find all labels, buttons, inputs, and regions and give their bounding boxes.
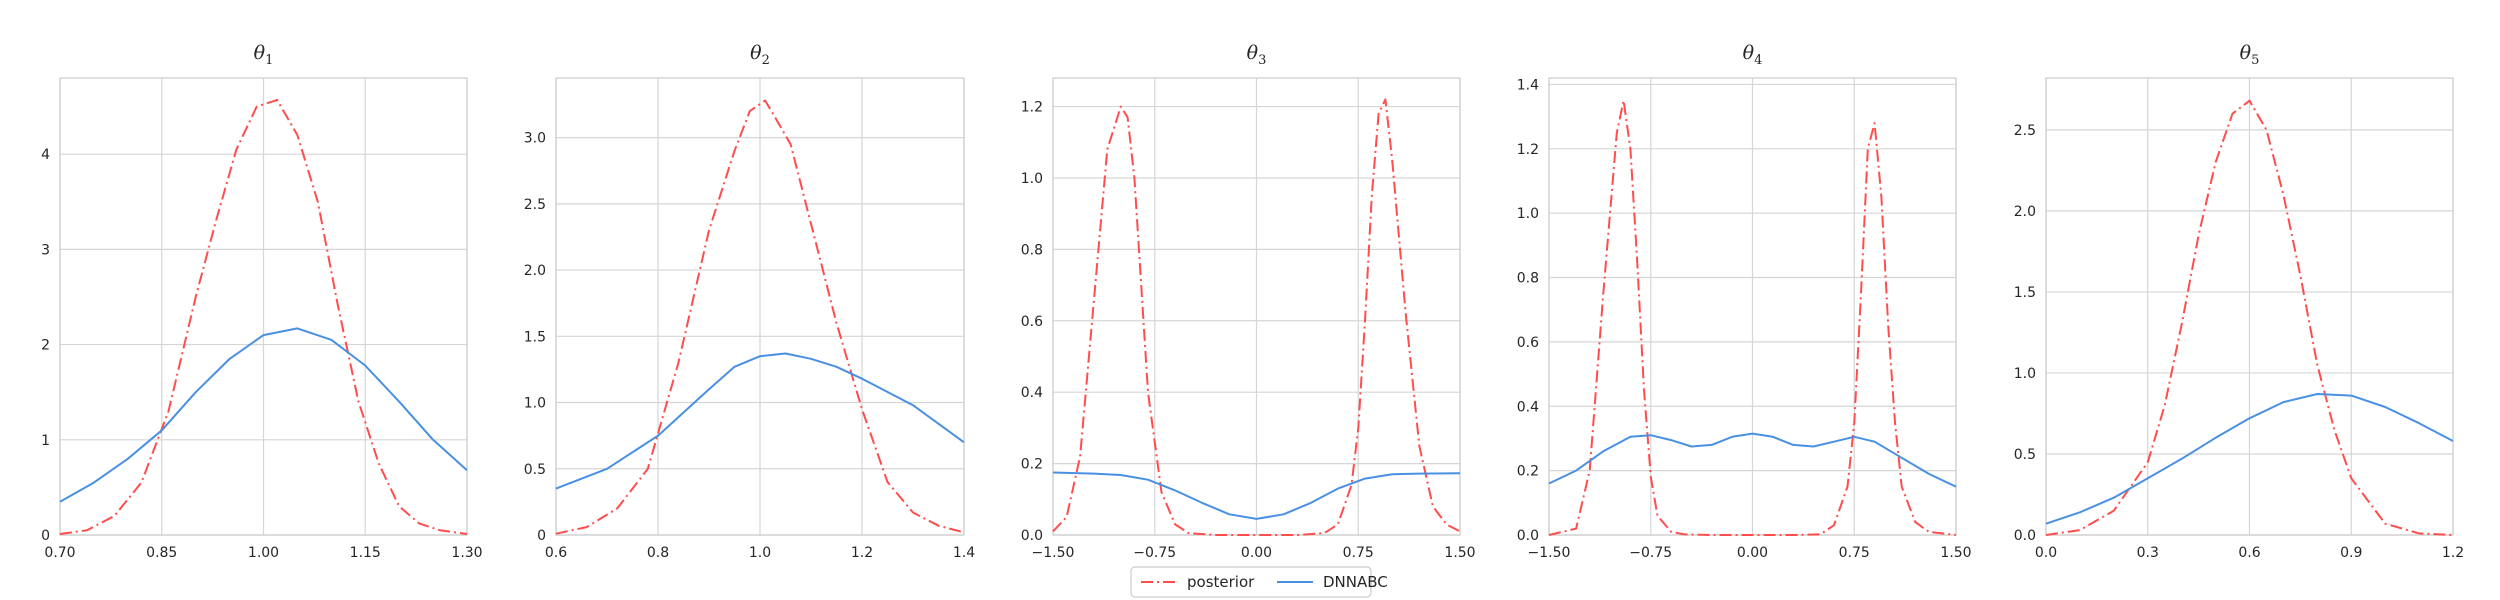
x-tick-label: 0.6 bbox=[2238, 545, 2260, 561]
y-tick-label: 1.2 bbox=[1021, 100, 1043, 116]
x-tick-label: 0.85 bbox=[146, 545, 177, 561]
subplot-4: −1.50 −0.75 0.00 0.75 1.50 0.0 0.2 0.4 0.6 0.8 1.0… bbox=[1517, 42, 1972, 561]
x-tick-label: 1.2 bbox=[851, 545, 873, 561]
title-base: θ bbox=[2240, 42, 2252, 64]
y-tick-label: 0.2 bbox=[1517, 464, 1539, 480]
y-tick-label: 0.4 bbox=[1021, 385, 1043, 401]
x-tick-label: 0.0 bbox=[2035, 545, 2057, 561]
x-tick-label: −1.50 bbox=[1032, 545, 1075, 561]
y-tick-label: 1.0 bbox=[524, 396, 546, 412]
x-tick-label: 0.3 bbox=[2137, 545, 2159, 561]
y-tick-label: 3.0 bbox=[524, 131, 546, 147]
series-line-posterior bbox=[2045, 99, 2454, 536]
subplot-title: θ4 bbox=[1743, 42, 1763, 68]
y-tick-label: 3 bbox=[41, 242, 50, 258]
plot-frame bbox=[1052, 77, 1461, 536]
series-line-posterior bbox=[1548, 99, 1957, 536]
y-tick-label: 0.0 bbox=[1021, 528, 1043, 544]
x-tick-label: 0.00 bbox=[1241, 545, 1272, 561]
series-line-dnnabc bbox=[1548, 432, 1957, 488]
y-tick-label: 4 bbox=[41, 147, 50, 163]
x-tick-label: 1.4 bbox=[953, 545, 975, 561]
x-tick-label: 0.8 bbox=[647, 545, 669, 561]
x-tick-label: 1.00 bbox=[248, 545, 279, 561]
x-tick-label: 1.30 bbox=[451, 545, 482, 561]
subplot-5: 0.0 0.3 0.6 0.9 1.2 0.0 0.5 1.0 1.5 2.0 2.5 θ5 bbox=[2014, 42, 2464, 561]
y-tick-label: 0.6 bbox=[1021, 314, 1043, 330]
y-tick-label: 0.0 bbox=[2014, 528, 2036, 544]
y-tick-label: 2.5 bbox=[2014, 123, 2036, 139]
title-base: θ bbox=[1247, 42, 1259, 64]
legend-label: DNNABC bbox=[1323, 573, 1388, 591]
x-tick-label: 1.2 bbox=[2442, 545, 2464, 561]
title-subscript: 2 bbox=[762, 53, 770, 68]
series-line-dnnabc bbox=[2045, 393, 2454, 525]
y-tick-label: 2.0 bbox=[2014, 204, 2036, 220]
legend-label: posterior bbox=[1187, 573, 1255, 591]
series-line-posterior bbox=[59, 98, 468, 535]
title-base: θ bbox=[750, 42, 762, 64]
series-line-dnnabc bbox=[1052, 471, 1461, 520]
subplot-3: −1.50 −0.75 0.00 0.75 1.50 0.0 0.2 0.4 0.6 0.8 1.0… bbox=[1021, 42, 1476, 561]
title-subscript: 5 bbox=[2251, 53, 2259, 68]
x-tick-label: 0.75 bbox=[1343, 545, 1374, 561]
x-tick-label: 0.00 bbox=[1737, 545, 1768, 561]
y-tick-label: 0.5 bbox=[524, 462, 546, 478]
y-tick-label: 0.6 bbox=[1517, 335, 1539, 351]
y-tick-label: 0.4 bbox=[1517, 399, 1539, 415]
series-line-dnnabc bbox=[59, 327, 468, 503]
x-tick-label: 1.50 bbox=[1940, 545, 1971, 561]
subplot-title: θ5 bbox=[2240, 42, 2260, 68]
title-base: θ bbox=[254, 42, 266, 64]
series-line-posterior bbox=[1052, 98, 1461, 536]
y-tick-label: 1 bbox=[41, 433, 50, 449]
x-tick-label: −0.75 bbox=[1133, 545, 1176, 561]
y-tick-label: 1.5 bbox=[524, 329, 546, 345]
y-tick-label: 1.4 bbox=[1517, 77, 1539, 93]
y-tick-label: 2.5 bbox=[524, 197, 546, 213]
x-tick-label: 1.50 bbox=[1444, 545, 1475, 561]
y-tick-label: 0 bbox=[41, 528, 50, 544]
x-tick-label: 0.70 bbox=[44, 545, 75, 561]
y-tick-label: 0 bbox=[537, 528, 546, 544]
subplot-title: θ1 bbox=[254, 42, 274, 68]
y-tick-label: 1.0 bbox=[2014, 366, 2036, 382]
legend: posterior DNNABC bbox=[1130, 566, 1388, 598]
subplot-2: 0.6 0.8 1.0 1.2 1.4 0 0.5 1.0 1.5 2.0 2.5 3.0 θ2 bbox=[524, 42, 975, 561]
y-tick-label: 1.0 bbox=[1021, 171, 1043, 187]
subplot-title: θ2 bbox=[750, 42, 770, 68]
plot-frame bbox=[555, 77, 965, 536]
x-tick-label: −0.75 bbox=[1629, 545, 1672, 561]
title-subscript: 4 bbox=[1754, 53, 1762, 68]
x-tick-label: −1.50 bbox=[1528, 545, 1571, 561]
x-tick-label: 0.6 bbox=[545, 545, 567, 561]
y-tick-label: 0.8 bbox=[1021, 242, 1043, 258]
y-tick-label: 0.0 bbox=[1517, 528, 1539, 544]
y-tick-label: 1.5 bbox=[2014, 285, 2036, 301]
y-tick-label: 0.5 bbox=[2014, 447, 2036, 463]
x-tick-label: 0.75 bbox=[1839, 545, 1870, 561]
subplot-title: θ3 bbox=[1247, 42, 1267, 68]
plot-frame bbox=[2045, 77, 2454, 536]
x-tick-label: 0.9 bbox=[2340, 545, 2362, 561]
plot-frame bbox=[59, 77, 468, 536]
y-tick-label: 2.0 bbox=[524, 263, 546, 279]
x-tick-label: 1.0 bbox=[749, 545, 771, 561]
legend-entry-dnnabc: DNNABC bbox=[1277, 573, 1388, 591]
x-tick-label: 1.15 bbox=[350, 545, 381, 561]
y-tick-label: 0.8 bbox=[1517, 271, 1539, 287]
y-tick-label: 2 bbox=[41, 338, 50, 354]
title-subscript: 3 bbox=[1258, 53, 1266, 68]
series-line-dnnabc bbox=[555, 352, 965, 490]
title-base: θ bbox=[1743, 42, 1755, 64]
y-tick-label: 0.2 bbox=[1021, 457, 1043, 473]
y-tick-label: 1.2 bbox=[1517, 142, 1539, 158]
legend-entry-posterior: posterior bbox=[1141, 573, 1255, 591]
y-tick-label: 1.0 bbox=[1517, 206, 1539, 222]
title-subscript: 1 bbox=[265, 53, 273, 68]
legend-box bbox=[1130, 566, 1372, 598]
